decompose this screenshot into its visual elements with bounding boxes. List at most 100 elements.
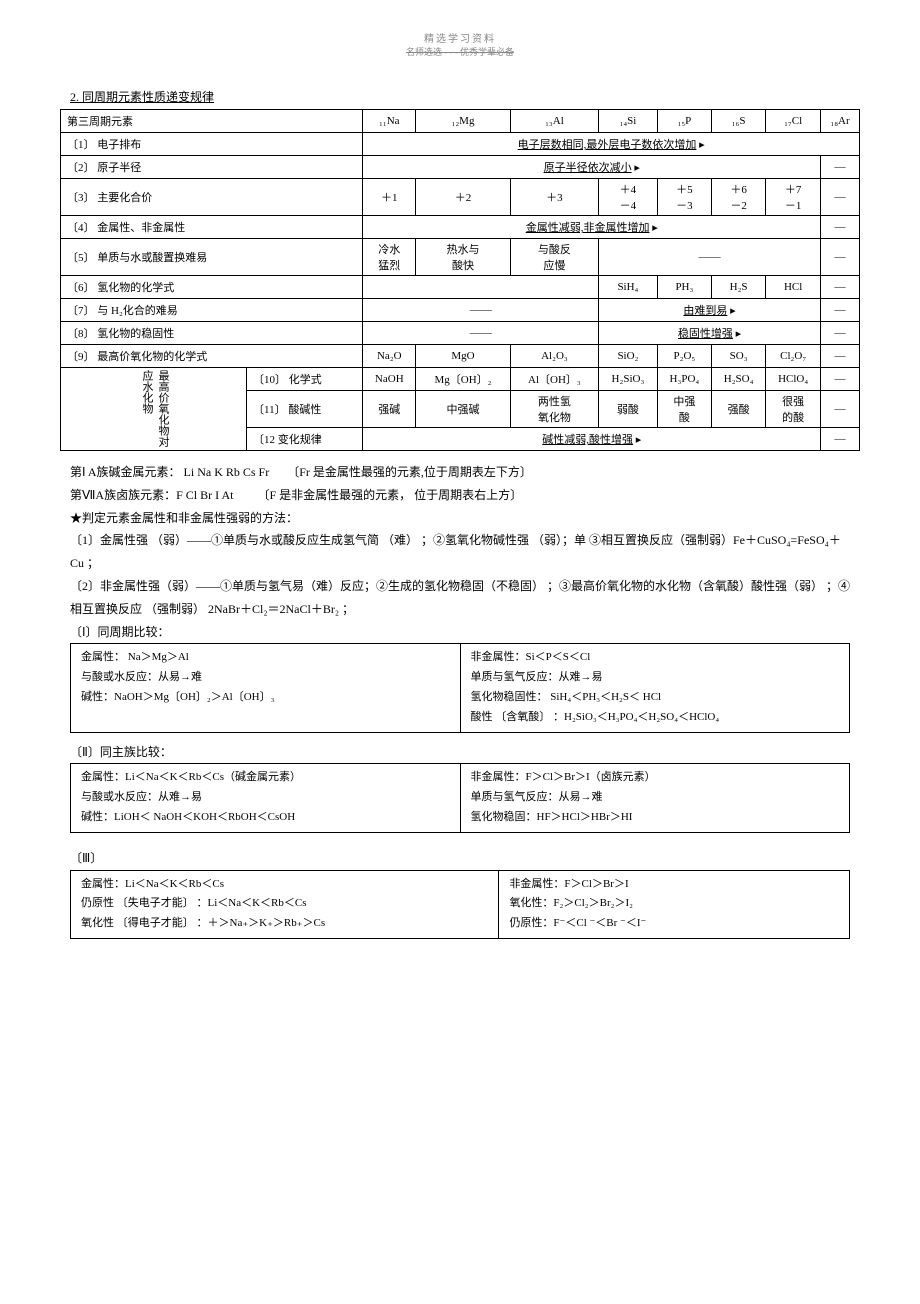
periodic-trend-table: 第三周期元素 ₁₁Na ₁₂Mg ₁₃Al ₁₄Si ₁₅P ₁₆S ₁₇Cl … — [60, 109, 860, 451]
el-al: ₁₃Al — [510, 110, 598, 133]
r11-c3: 弱酸 — [599, 391, 658, 428]
r10-c2: Al〔OH〕₃ — [510, 368, 598, 391]
r9-c4: P₂O₅ — [657, 345, 711, 368]
r3-c1: ＋2 — [416, 179, 511, 216]
r8-label: 〔8〕 氢化物的稳固性 — [61, 322, 363, 345]
box3-right: 非金属性：F＞Cl＞Br＞I 氧化性：F₂＞Cl₂＞Br₂＞I₂ 仍原性：F⁻＜… — [499, 870, 850, 938]
r1-span-text: 电子层数相同,最外层电子数依次增加 — [518, 139, 697, 151]
p1a: 第Ⅰ A族碱金属元素： Li Na K Rb Cs Fr — [70, 465, 269, 479]
r12-label: 〔12 变化规律 — [247, 428, 363, 451]
r6-c7: — — [821, 276, 860, 299]
page-header-top: 精选学习资料 — [60, 30, 860, 45]
r5-label: 〔5〕 单质与水或酸置换难易 — [61, 239, 363, 276]
r7-last: — — [821, 299, 860, 322]
box1: 金属性： Na＞Mg＞Al 与酸或水反应：从易→难 碱性：NaOH＞Mg〔OH〕… — [70, 643, 850, 732]
r3-c3: ＋4 －4 — [599, 179, 658, 216]
r9-c0: Na₂O — [363, 345, 416, 368]
row-8: 〔8〕 氢化物的稳固性 —— 稳固性增强 ▸ — — [61, 322, 860, 345]
r3-c7: — — [821, 179, 860, 216]
p3: ★判定元素金属性和非金属性强弱的方法： — [70, 507, 850, 530]
r10-c7: — — [821, 368, 860, 391]
row-4: 〔4〕 金属性、非金属性 金属性减弱,非金属性增加 ▸ — — [61, 216, 860, 239]
r9-c6: Cl₂O₇ — [766, 345, 821, 368]
row-5: 〔5〕 单质与水或酸置换难易 冷水 猛烈 热水与 酸快 与酸反 应慢 —— — — [61, 239, 860, 276]
r6-label: 〔6〕 氢化物的化学式 — [61, 276, 363, 299]
r5-c2: 与酸反 应慢 — [510, 239, 598, 276]
r9-c5: SO₃ — [712, 345, 766, 368]
box2-title: 〔Ⅱ〕同主族比较： — [70, 741, 850, 764]
row-10: 最高价氧化物对应水化物 〔10〕 化学式 NaOH Mg〔OH〕₂ Al〔OH〕… — [61, 368, 860, 391]
r3-c6: ＋7 －1 — [766, 179, 821, 216]
p1: 第Ⅰ A族碱金属元素： Li Na K Rb Cs Fr 〔Fr 是金属性最强的… — [70, 461, 850, 484]
box3-left: 金属性：Li＜Na＜K＜Rb＜Cs 仍原性 〔失电子才能〕 ：Li＜Na＜K＜R… — [71, 870, 499, 938]
el-na: ₁₁Na — [363, 110, 416, 133]
page-header-sub: 名师选选 - - - 优秀学辈必备 — [60, 45, 860, 58]
r6-c4: PH₃ — [657, 276, 711, 299]
r1-span: 电子层数相同,最外层电子数依次增加 ▸ — [363, 133, 860, 156]
r3-c5: ＋6 －2 — [712, 179, 766, 216]
r6-c3: SiH₄ — [599, 276, 658, 299]
p2a: 第ⅦA族卤族元素：F Cl Br I At — [70, 488, 233, 502]
r11-c0: 强碱 — [363, 391, 416, 428]
r10-c6: HClO₄ — [766, 368, 821, 391]
box1-left: 金属性： Na＞Mg＞Al 与酸或水反应：从易→难 碱性：NaOH＞Mg〔OH〕… — [71, 644, 461, 732]
r4-label: 〔4〕 金属性、非金属性 — [61, 216, 363, 239]
r8-last: — — [821, 322, 860, 345]
r6-blank — [363, 276, 599, 299]
r5-c0: 冷水 猛烈 — [363, 239, 416, 276]
body-text: 第Ⅰ A族碱金属元素： Li Na K Rb Cs Fr 〔Fr 是金属性最强的… — [70, 461, 850, 939]
r11-c7: — — [821, 391, 860, 428]
row-6: 〔6〕 氢化物的化学式 SiH₄ PH₃ H₂S HCl — — [61, 276, 860, 299]
el-s: ₁₆S — [712, 110, 766, 133]
box2-right: 非金属性：F＞Cl＞Br＞I（卤族元素） 单质与氢气反应：从易→难 氢化物稳固：… — [460, 764, 850, 832]
row-3: 〔3〕 主要化合价 ＋1 ＋2 ＋3 ＋4 －4 ＋5 －3 ＋6 －2 ＋7 … — [61, 179, 860, 216]
el-si: ₁₄Si — [599, 110, 658, 133]
r4-span: 金属性减弱,非金属性增加 ▸ — [363, 216, 821, 239]
r9-label: 〔9〕 最高价氧化物的化学式 — [61, 345, 363, 368]
el-p: ₁₅P — [657, 110, 711, 133]
box3-title: 〔Ⅲ〕 — [70, 847, 850, 870]
p5: 〔2〕非金属性强（弱）——①单质与氢气易（难）反应；②生成的氢化物稳固（不稳固）… — [70, 575, 850, 621]
r2-last: — — [821, 156, 860, 179]
r10-label: 〔10〕 化学式 — [247, 368, 363, 391]
r6-c5: H₂S — [712, 276, 766, 299]
row-2: 〔2〕 原子半径 原子半径依次减小 ▸ — — [61, 156, 860, 179]
r9-c1: MgO — [416, 345, 511, 368]
r3-c0: ＋1 — [363, 179, 416, 216]
r9-c7: — — [821, 345, 860, 368]
row-9: 〔9〕 最高价氧化物的化学式 Na₂O MgO Al₂O₃ SiO₂ P₂O₅ … — [61, 345, 860, 368]
r9-c3: SiO₂ — [599, 345, 658, 368]
r1-label: 〔1〕 电子排布 — [61, 133, 363, 156]
r9-c2: Al₂O₃ — [510, 345, 598, 368]
r12-span: 碱性减弱,酸性增强 ▸ — [363, 428, 821, 451]
r10-c4: H₃PO₄ — [657, 368, 711, 391]
section-title: 2. 同周期元素性质递变规律 — [70, 88, 860, 105]
el-ar: ₁₈Ar — [821, 110, 860, 133]
r5-c1: 热水与 酸快 — [416, 239, 511, 276]
r12-span-text: 碱性减弱,酸性增强 — [542, 434, 633, 446]
box1-right: 非金属性：Si＜P＜S＜Cl 单质与氢气反应：从难→易 氢化物稳固性： SiH₄… — [460, 644, 850, 732]
r7-label: 〔7〕 与 H₂化合的难易 — [61, 299, 363, 322]
p4: 〔1〕金属性强 （弱）——①单质与水或酸反应生成氢气简 （难） ；②氢氧化物碱性… — [70, 529, 850, 575]
r3-label: 〔3〕 主要化合价 — [61, 179, 363, 216]
r5-c7: — — [821, 239, 860, 276]
col-header: 第三周期元素 — [61, 110, 363, 133]
r8-span-text: 稳固性增强 — [678, 328, 733, 340]
box2: 金属性：Li＜Na＜K＜Rb＜Cs（碱金属元素） 与酸或水反应：从难→易 碱性：… — [70, 763, 850, 832]
el-cl: ₁₇Cl — [766, 110, 821, 133]
r10-c3: H₂SiO₃ — [599, 368, 658, 391]
box2-left: 金属性：Li＜Na＜K＜Rb＜Cs（碱金属元素） 与酸或水反应：从难→易 碱性：… — [71, 764, 461, 832]
p2b: 〔F 是非金属性最强的元素， 位于周期表右上方〕 — [257, 488, 522, 502]
p1b: 〔Fr 是金属性最强的元素,位于周期表左下方〕 — [287, 465, 532, 479]
r11-c4: 中强 酸 — [657, 391, 711, 428]
r11-label: 〔11〕 酸碱性 — [247, 391, 363, 428]
box1-title: 〔Ⅰ〕同周期比较： — [70, 621, 850, 644]
r11-c2: 两性氢 氧化物 — [510, 391, 598, 428]
r3-c2: ＋3 — [510, 179, 598, 216]
r6-c6: HCl — [766, 276, 821, 299]
r4-last: — — [821, 216, 860, 239]
row-7: 〔7〕 与 H₂化合的难易 —— 由难到易 ▸ — — [61, 299, 860, 322]
r2-span: 原子半径依次减小 ▸ — [363, 156, 821, 179]
r5-c4: —— — [599, 239, 821, 276]
r10-c5: H₂SO₄ — [712, 368, 766, 391]
